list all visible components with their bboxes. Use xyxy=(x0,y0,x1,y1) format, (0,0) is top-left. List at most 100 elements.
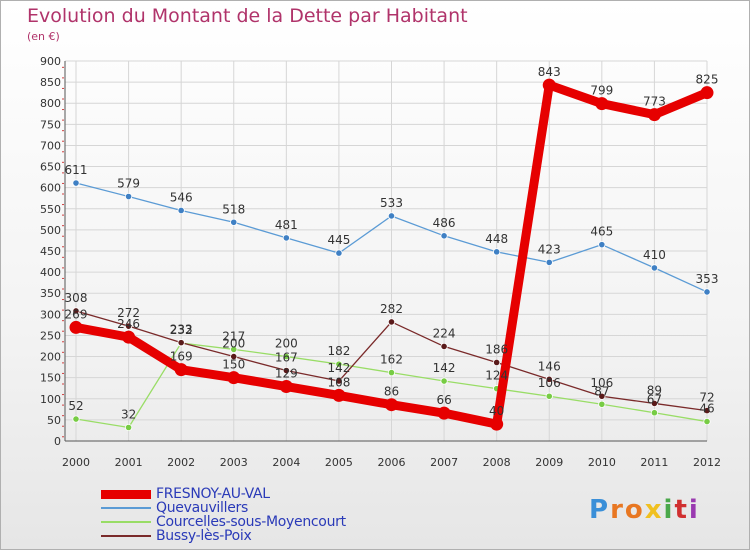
y-tick-label: 500 xyxy=(40,224,61,237)
data-label: 465 xyxy=(590,225,613,239)
data-point xyxy=(703,406,711,415)
y-tick-label: 650 xyxy=(40,161,61,174)
data-label: 142 xyxy=(327,361,350,375)
data-point xyxy=(122,330,136,344)
data-label: 518 xyxy=(222,202,245,216)
data-label: 169 xyxy=(170,350,193,364)
data-label: 272 xyxy=(117,306,140,320)
y-tick-label: 750 xyxy=(40,118,61,131)
data-point xyxy=(174,363,188,377)
data-label: 353 xyxy=(696,272,719,286)
y-tick-label: 0 xyxy=(54,435,61,448)
y-tick-label: 250 xyxy=(40,329,61,342)
data-label: 269 xyxy=(65,307,88,321)
legend-item: FRESNOY-AU-VAL xyxy=(101,486,401,502)
y-tick-label: 450 xyxy=(40,245,61,258)
data-label: 108 xyxy=(327,375,350,389)
data-point xyxy=(493,358,501,367)
data-point xyxy=(72,179,80,187)
x-tick-label: 2002 xyxy=(167,456,195,469)
data-label: 150 xyxy=(222,358,245,372)
y-tick-label: 350 xyxy=(40,287,61,300)
data-label: 146 xyxy=(538,359,561,373)
data-point xyxy=(177,206,185,215)
x-tick-label: 2000 xyxy=(62,456,90,469)
data-point xyxy=(387,212,396,220)
data-point xyxy=(650,264,659,272)
data-label: 167 xyxy=(275,350,298,364)
data-label: 611 xyxy=(65,163,88,177)
data-label: 217 xyxy=(222,329,245,343)
logo-letter: i xyxy=(663,495,675,525)
legend-label: FRESNOY-AU-VAL xyxy=(156,486,270,502)
y-tick-label: 300 xyxy=(40,308,61,321)
x-tick-label: 2010 xyxy=(588,456,616,469)
data-label: 200 xyxy=(222,337,245,351)
x-tick-label: 2008 xyxy=(483,456,511,469)
data-label: 46 xyxy=(699,402,714,416)
data-point xyxy=(598,241,606,249)
data-label: 142 xyxy=(433,361,456,375)
data-label: 246 xyxy=(117,317,140,331)
data-label: 40 xyxy=(489,404,504,418)
data-point xyxy=(282,366,290,375)
legend-item: Quevauvillers xyxy=(101,500,401,516)
data-label: 129 xyxy=(275,367,298,381)
data-label: 843 xyxy=(538,65,561,79)
logo-letter: t xyxy=(674,495,689,525)
y-tick-label: 900 xyxy=(40,55,61,68)
legend-item: Bussy-lès-Poix xyxy=(101,528,401,544)
data-point xyxy=(72,415,80,423)
data-label: 533 xyxy=(380,196,403,210)
data-label: 773 xyxy=(643,95,666,109)
data-label: 86 xyxy=(384,385,399,399)
data-point xyxy=(490,417,504,431)
data-label: 67 xyxy=(647,393,662,407)
data-point xyxy=(598,392,606,400)
data-label: 423 xyxy=(538,242,561,256)
data-label: 579 xyxy=(117,177,140,191)
legend-swatch xyxy=(101,490,151,499)
x-tick-label: 2012 xyxy=(693,456,721,469)
data-point xyxy=(437,406,451,420)
data-point xyxy=(230,345,238,353)
data-point xyxy=(124,192,133,201)
data-label: 66 xyxy=(436,393,451,407)
data-label: 106 xyxy=(538,376,561,390)
data-label: 200 xyxy=(275,337,298,351)
x-tick-label: 2007 xyxy=(430,456,458,469)
data-point xyxy=(703,288,711,296)
data-point xyxy=(387,318,396,326)
x-tick-label: 2011 xyxy=(640,456,668,469)
data-point xyxy=(647,108,661,122)
data-label: 52 xyxy=(68,399,83,413)
data-point xyxy=(124,322,133,330)
x-tick-label: 2005 xyxy=(325,456,353,469)
data-point xyxy=(545,258,553,266)
legend-label: Bussy-lès-Poix xyxy=(156,528,252,544)
x-tick-label: 2003 xyxy=(220,456,248,469)
data-label: 182 xyxy=(327,344,350,358)
chart-legend: FRESNOY-AU-VAL Quevauvillers Courcelles-so… xyxy=(101,486,401,544)
data-point xyxy=(703,417,711,426)
data-point xyxy=(335,360,343,368)
data-label: 32 xyxy=(121,407,136,421)
x-tick-label: 2001 xyxy=(115,456,143,469)
data-label: 106 xyxy=(590,376,613,390)
data-label: 825 xyxy=(696,73,719,87)
y-tick-label: 550 xyxy=(40,203,61,216)
legend-label: Quevauvillers xyxy=(156,500,248,516)
data-point xyxy=(440,232,448,240)
data-label: 232 xyxy=(170,323,193,337)
data-point xyxy=(332,388,346,402)
legend-item: Courcelles-sous-Moyencourt xyxy=(101,514,401,530)
data-point xyxy=(545,375,553,383)
data-point xyxy=(230,218,238,226)
data-point xyxy=(282,234,290,242)
logo-letter: r xyxy=(610,495,625,525)
data-label: 282 xyxy=(380,302,403,316)
data-label: 87 xyxy=(594,384,609,398)
data-point xyxy=(440,377,448,385)
